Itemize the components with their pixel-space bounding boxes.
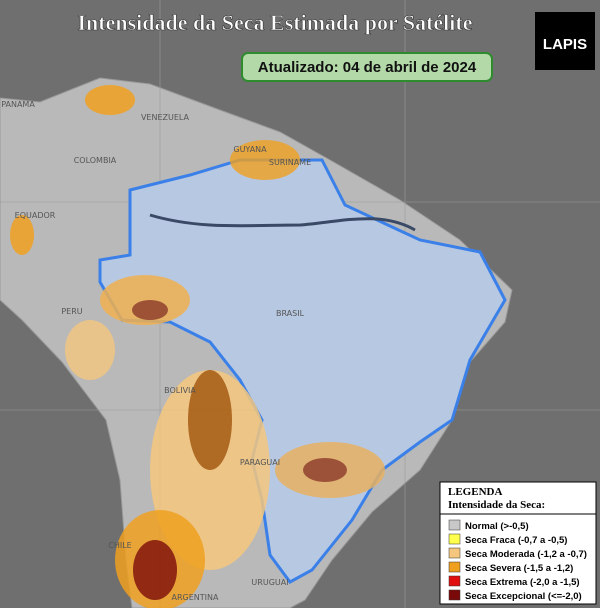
- title: Intensidade da Seca Estimada por Satélit…: [77, 10, 472, 35]
- country-label: CHILE: [108, 541, 131, 550]
- logo-text: LAPIS: [543, 36, 587, 53]
- legend-swatch: [448, 575, 461, 587]
- date-badge: [241, 52, 493, 82]
- legend-swatch: [448, 547, 461, 559]
- legend-swatch: [448, 519, 461, 531]
- rivers: [149, 213, 416, 232]
- drought-areas: [10, 85, 385, 608]
- country-label: EQUADOR: [15, 211, 56, 220]
- legend-label: Seca Extrema (-2,0 a -1,5): [465, 577, 580, 588]
- country-label: BRASIL: [276, 309, 305, 318]
- country-label: VENEZUELA: [141, 113, 190, 122]
- country-label: BOLIVIA: [164, 386, 196, 395]
- legend: LEGENDA Intensidade da Seca: Normal (>-0…: [439, 481, 597, 605]
- legend-label: Seca Severa (-1,5 a -1,2): [465, 563, 573, 574]
- legend-swatch: [448, 533, 461, 545]
- legend-label: Seca Fraca (-0,7 a -0,5): [465, 535, 567, 546]
- legend-swatch: [448, 589, 461, 601]
- legend-label: Seca Excepcional (<=-2,0): [465, 591, 582, 602]
- country-label: COLOMBIA: [74, 156, 117, 165]
- date-text: Atualizado: 04 de abril de 2024: [258, 59, 477, 76]
- country-label: GUYANA: [233, 145, 267, 154]
- country-label: PARAGUAI: [240, 458, 280, 467]
- legend-label: Normal (>-0,5): [465, 521, 529, 532]
- logo-box: [535, 12, 595, 70]
- legend-label: Seca Moderada (-1,2 a -0,7): [465, 549, 587, 560]
- country-label: URUGUAI: [251, 578, 288, 587]
- legend-box: [439, 481, 597, 605]
- country-label: PANAMA: [1, 100, 35, 109]
- legend-subtitle: Intensidade da Seca:: [448, 499, 545, 511]
- legend-title: LEGENDA: [448, 486, 502, 498]
- country-label: ARGENTINA: [172, 593, 220, 602]
- country-label: PERU: [61, 307, 82, 316]
- legend-swatch: [448, 561, 461, 573]
- country-label: SURINAME: [269, 158, 311, 167]
